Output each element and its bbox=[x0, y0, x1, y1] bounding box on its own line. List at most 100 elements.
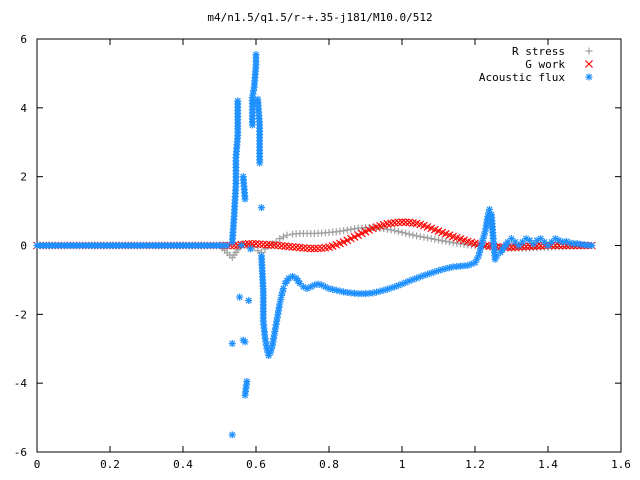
chart-title: m4/n1.5/q1.5/r-+.35-j181/M10.0/512 bbox=[207, 11, 432, 24]
y-tick-label: 0 bbox=[20, 240, 27, 253]
data-point bbox=[340, 288, 348, 296]
data-point bbox=[394, 218, 403, 227]
data-point bbox=[277, 296, 285, 304]
data-point bbox=[234, 97, 242, 105]
data-point bbox=[486, 205, 494, 213]
legend-marker bbox=[585, 60, 593, 68]
data-point bbox=[278, 291, 286, 299]
x-tick-label: 0.8 bbox=[319, 458, 339, 471]
data-point bbox=[228, 340, 236, 348]
data-point bbox=[383, 225, 391, 233]
data-point bbox=[248, 239, 257, 248]
data-point bbox=[295, 243, 304, 252]
data-point bbox=[306, 244, 315, 253]
axes: 0 0.2 0.4 0.6 0.8 1 1.2 1.4 1.6 -6 -4 -2 0 2 4 6 bbox=[14, 33, 631, 471]
data-point bbox=[263, 240, 271, 249]
data-point bbox=[236, 293, 244, 301]
legend-label: R stress bbox=[512, 45, 565, 58]
data-point bbox=[387, 226, 395, 234]
legend-label: Acoustic flux bbox=[479, 71, 565, 84]
data-point bbox=[252, 50, 260, 58]
data-point bbox=[259, 240, 268, 249]
data-point bbox=[237, 242, 245, 249]
data-point bbox=[526, 236, 534, 244]
data-point bbox=[245, 297, 253, 305]
x-tick-label: 1.6 bbox=[611, 458, 631, 471]
x-tick-label: 0 bbox=[34, 458, 41, 471]
data-point bbox=[438, 237, 446, 245]
series-acoustic-flux bbox=[33, 50, 596, 439]
y-tick-label: -6 bbox=[14, 446, 27, 459]
data-point bbox=[279, 285, 287, 293]
data-point bbox=[314, 280, 322, 288]
data-point bbox=[398, 228, 406, 236]
data-point bbox=[401, 218, 410, 227]
data-point bbox=[416, 233, 424, 241]
data-point bbox=[402, 229, 410, 237]
data-point bbox=[398, 218, 406, 227]
data-point bbox=[380, 286, 388, 294]
y-tick-label: -4 bbox=[14, 377, 28, 390]
y-tick-label: 2 bbox=[20, 171, 27, 184]
data-point bbox=[493, 252, 501, 260]
data-point bbox=[223, 242, 231, 249]
data-point bbox=[239, 173, 247, 181]
data-point bbox=[537, 235, 545, 243]
data-point bbox=[442, 237, 450, 245]
data-point bbox=[254, 247, 262, 255]
legend-marker bbox=[585, 47, 593, 55]
data-point bbox=[529, 240, 537, 248]
data-point bbox=[413, 232, 421, 240]
data-point bbox=[279, 233, 287, 241]
data-point bbox=[228, 431, 236, 439]
legend-label: G work bbox=[525, 58, 565, 71]
data-point bbox=[288, 242, 297, 251]
data-marks bbox=[33, 50, 596, 439]
data-point bbox=[435, 236, 442, 244]
data-point bbox=[420, 233, 428, 241]
data-point bbox=[314, 244, 322, 253]
data-point bbox=[278, 288, 286, 296]
data-point bbox=[409, 231, 417, 239]
data-point bbox=[372, 288, 380, 296]
data-point bbox=[456, 262, 464, 270]
data-point bbox=[303, 244, 312, 253]
data-point bbox=[256, 159, 264, 167]
data-point bbox=[276, 235, 284, 243]
y-tick-label: 6 bbox=[20, 33, 27, 46]
data-point bbox=[257, 204, 265, 212]
x-tick-label: 0.6 bbox=[246, 458, 266, 471]
data-point bbox=[310, 244, 319, 253]
data-point bbox=[511, 238, 519, 246]
data-point bbox=[283, 231, 291, 239]
data-point bbox=[241, 391, 249, 399]
data-point bbox=[252, 239, 260, 248]
data-point bbox=[343, 226, 351, 234]
data-point bbox=[427, 235, 435, 243]
data-point bbox=[405, 230, 413, 238]
data-point bbox=[588, 242, 596, 249]
y-tick-label: -2 bbox=[14, 308, 27, 321]
data-point bbox=[266, 240, 275, 249]
data-point bbox=[540, 238, 548, 246]
legend-marker bbox=[585, 73, 593, 81]
data-point bbox=[391, 227, 399, 235]
x-tick-label: 1.2 bbox=[465, 458, 485, 471]
x-tick-label: 0.2 bbox=[100, 458, 120, 471]
data-point bbox=[247, 245, 255, 253]
data-point bbox=[340, 227, 348, 235]
data-point bbox=[277, 241, 286, 250]
x-tick-label: 1 bbox=[399, 458, 406, 471]
data-point bbox=[292, 243, 301, 252]
x-tick-label: 1.4 bbox=[538, 458, 558, 471]
data-point bbox=[394, 228, 402, 236]
y-tick-label: 4 bbox=[20, 102, 27, 115]
data-point bbox=[438, 266, 446, 274]
data-point bbox=[273, 241, 282, 250]
data-point bbox=[299, 243, 308, 252]
data-point bbox=[241, 338, 249, 346]
data-point bbox=[281, 242, 290, 251]
data-point bbox=[424, 234, 432, 242]
